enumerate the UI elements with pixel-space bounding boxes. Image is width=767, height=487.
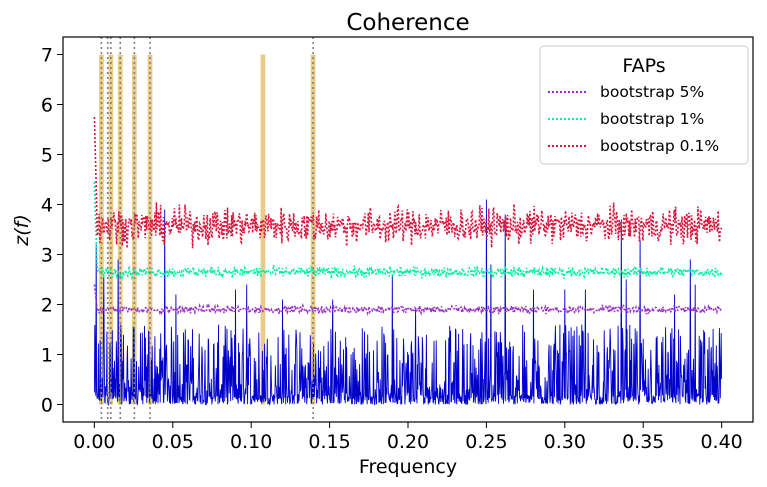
y-tick-label: 6 [41,95,53,117]
x-tick-label: 0.20 [387,431,429,453]
legend-label-fap1: bootstrap 1% [600,110,704,128]
y-tick-label: 7 [41,45,53,67]
series-fap5 [93,284,723,317]
highlight-bar [260,54,266,405]
x-tick-label: 0.00 [73,431,115,453]
x-tick-label: 0.40 [700,431,742,453]
x-tick-label: 0.35 [622,431,664,453]
plot-area [93,37,723,422]
legend-label-fap01: bootstrap 0.1% [600,137,719,155]
legend: FAPs bootstrap 5% bootstrap 1% bootstrap 0… [539,45,749,165]
y-tick-label: 0 [41,395,53,417]
legend-title: FAPs [622,55,665,77]
series-fap01 [93,116,723,249]
x-tick-label: 0.15 [308,431,350,453]
legend-label-fap5: bootstrap 5% [600,83,704,101]
x-axis: 0.00 0.05 0.10 0.15 0.20 0.25 0.30 0.35 0.40 [73,422,743,453]
y-tick-label: 1 [41,345,53,367]
x-tick-label: 0.10 [230,431,272,453]
legend-box [539,45,749,165]
highlight-bar [108,54,114,405]
y-axis-label: z(f) [11,214,33,247]
highlight-bar [117,54,123,405]
highlight-bar [310,54,316,405]
series-fap1 [93,181,723,281]
y-tick-label: 4 [41,195,53,217]
coherence-line [93,199,723,407]
y-axis: 0 1 2 3 4 5 6 7 [41,45,63,417]
x-axis-label: Frequency [359,456,457,478]
legend-entries: bootstrap 5% bootstrap 1% bootstrap 0.1% [548,83,719,155]
chart-title: Coherence [346,10,469,36]
y-tick-label: 5 [41,145,53,167]
x-tick-label: 0.30 [544,431,586,453]
x-tick-label: 0.05 [152,431,194,453]
highlight-bar [99,54,104,405]
y-tick-label: 3 [41,245,53,267]
y-tick-label: 2 [41,295,53,317]
x-tick-label: 0.25 [465,431,507,453]
